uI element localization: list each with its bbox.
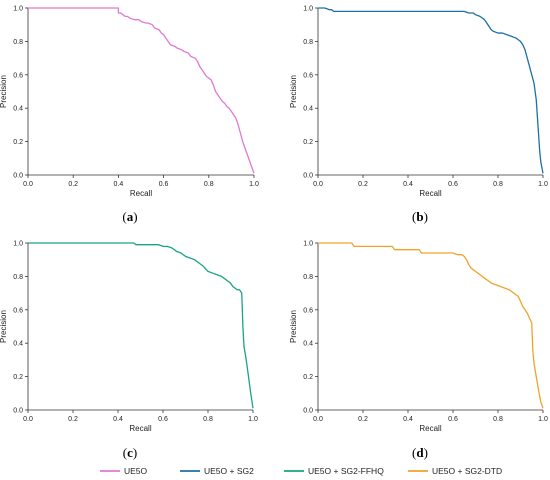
x-tick-label: 0.0 [23, 416, 33, 423]
panel-a: 0.0 0.2 0.4 0.6 0.8 1.0 0.0 0.2 0.4 0.6 0.8 1.0 Reca… [0, 6, 259, 225]
y-tick-label: 0.6 [13, 72, 23, 79]
y-tick-label: 1.0 [13, 241, 23, 248]
x-tick-label: 0.4 [403, 416, 413, 423]
y-tick-label: 0.0 [303, 408, 313, 415]
y-axis-label: Precision [289, 310, 298, 343]
legend-item: UE5O + SG2-DTD [408, 466, 502, 476]
y-tick-label: 0.8 [303, 39, 313, 46]
x-tick-label: 0.6 [448, 181, 458, 188]
y-tick-label: 0.0 [13, 408, 23, 415]
y-tick-label: 0.2 [303, 139, 313, 146]
y-tick-label: 0.4 [303, 106, 313, 113]
x-tick-label: 0.6 [158, 416, 168, 423]
legend-item: UE5O [100, 466, 148, 476]
y-tick-label: 0.6 [303, 72, 313, 79]
x-tick-label: 0.0 [23, 181, 33, 188]
series-line-ue5o-sg2 [318, 7, 544, 174]
series-line-ue5o [28, 7, 255, 174]
x-tick-label: 0.0 [313, 181, 323, 188]
y-tick-label: 0.0 [13, 173, 23, 180]
panel-label: (b) [412, 209, 428, 224]
y-tick-label: 0.6 [13, 307, 23, 314]
panel-label: (c) [123, 445, 137, 460]
y-tick-label: 0.0 [303, 173, 313, 180]
x-tick-label: 0.6 [448, 416, 458, 423]
x-tick-label: 0.4 [114, 181, 124, 188]
y-tick-label: 0.8 [13, 39, 23, 46]
x-tick-label: 0.8 [204, 181, 214, 188]
x-tick-label: 0.8 [493, 416, 503, 423]
x-tick-label: 0.2 [358, 416, 368, 423]
y-axis-label: Precision [0, 75, 8, 108]
panel-label: (a) [122, 209, 137, 224]
legend-item: UE5O + SG2-FFHQ [284, 466, 384, 476]
legend-label: UE5O + SG2-DTD [432, 466, 502, 476]
x-tick-label: 1.0 [248, 416, 258, 423]
legend-label: UE5O + SG2 [204, 466, 254, 476]
x-tick-label: 0.0 [313, 416, 323, 423]
y-tick-label: 1.0 [13, 6, 23, 13]
y-tick-label: 1.0 [303, 241, 313, 248]
panel-b: 0.0 0.2 0.4 0.6 0.8 1.0 0.0 0.2 0.4 0.6 0.8 1.0 Reca… [289, 6, 548, 225]
legend-item: UE5O + SG2 [180, 466, 254, 476]
x-tick-label: 0.2 [358, 181, 368, 188]
y-tick-label: 1.0 [303, 6, 313, 13]
x-tick-label: 0.4 [113, 416, 123, 423]
x-axis-label: Recall [419, 189, 441, 198]
x-tick-label: 0.8 [493, 181, 503, 188]
x-tick-label: 0.6 [159, 181, 169, 188]
panel-label: (d) [412, 445, 428, 460]
series-line-ue5o-sg2-ffhq [28, 242, 254, 409]
x-tick-label: 1.0 [538, 181, 548, 188]
x-axis-label: Recall [419, 424, 441, 433]
series-line-ue5o-sg2-dtd [318, 242, 544, 409]
x-tick-label: 0.4 [403, 181, 413, 188]
y-tick-label: 0.4 [13, 106, 23, 113]
y-tick-label: 0.2 [303, 374, 313, 381]
panel-d: 0.0 0.2 0.4 0.6 0.8 1.0 0.0 0.2 0.4 0.6 0.8 1.0 Reca… [289, 241, 548, 461]
panel-c: 0.0 0.2 0.4 0.6 0.8 1.0 0.0 0.2 0.4 0.6 0.8 1.0 Reca… [0, 241, 258, 461]
y-tick-label: 0.6 [303, 307, 313, 314]
legend-label: UE5O [124, 466, 148, 476]
x-axis-label: Recall [130, 189, 152, 198]
y-tick-label: 0.8 [303, 274, 313, 281]
y-tick-label: 0.2 [13, 374, 23, 381]
x-tick-label: 0.2 [68, 181, 78, 188]
legend-label: UE5O + SG2-FFHQ [308, 466, 384, 476]
x-tick-label: 1.0 [538, 416, 548, 423]
y-axis-label: Precision [289, 75, 298, 108]
y-tick-label: 0.4 [13, 341, 23, 348]
x-tick-label: 0.8 [203, 416, 213, 423]
legend: UE5O UE5O + SG2 UE5O + SG2-FFHQ UE5O + SG2-… [100, 466, 502, 476]
y-tick-label: 0.8 [13, 274, 23, 281]
x-tick-label: 1.0 [249, 181, 259, 188]
y-tick-label: 0.2 [13, 139, 23, 146]
y-tick-label: 0.4 [303, 341, 313, 348]
x-axis-label: Recall [129, 424, 151, 433]
y-axis-label: Precision [0, 310, 8, 343]
x-tick-label: 0.2 [68, 416, 78, 423]
